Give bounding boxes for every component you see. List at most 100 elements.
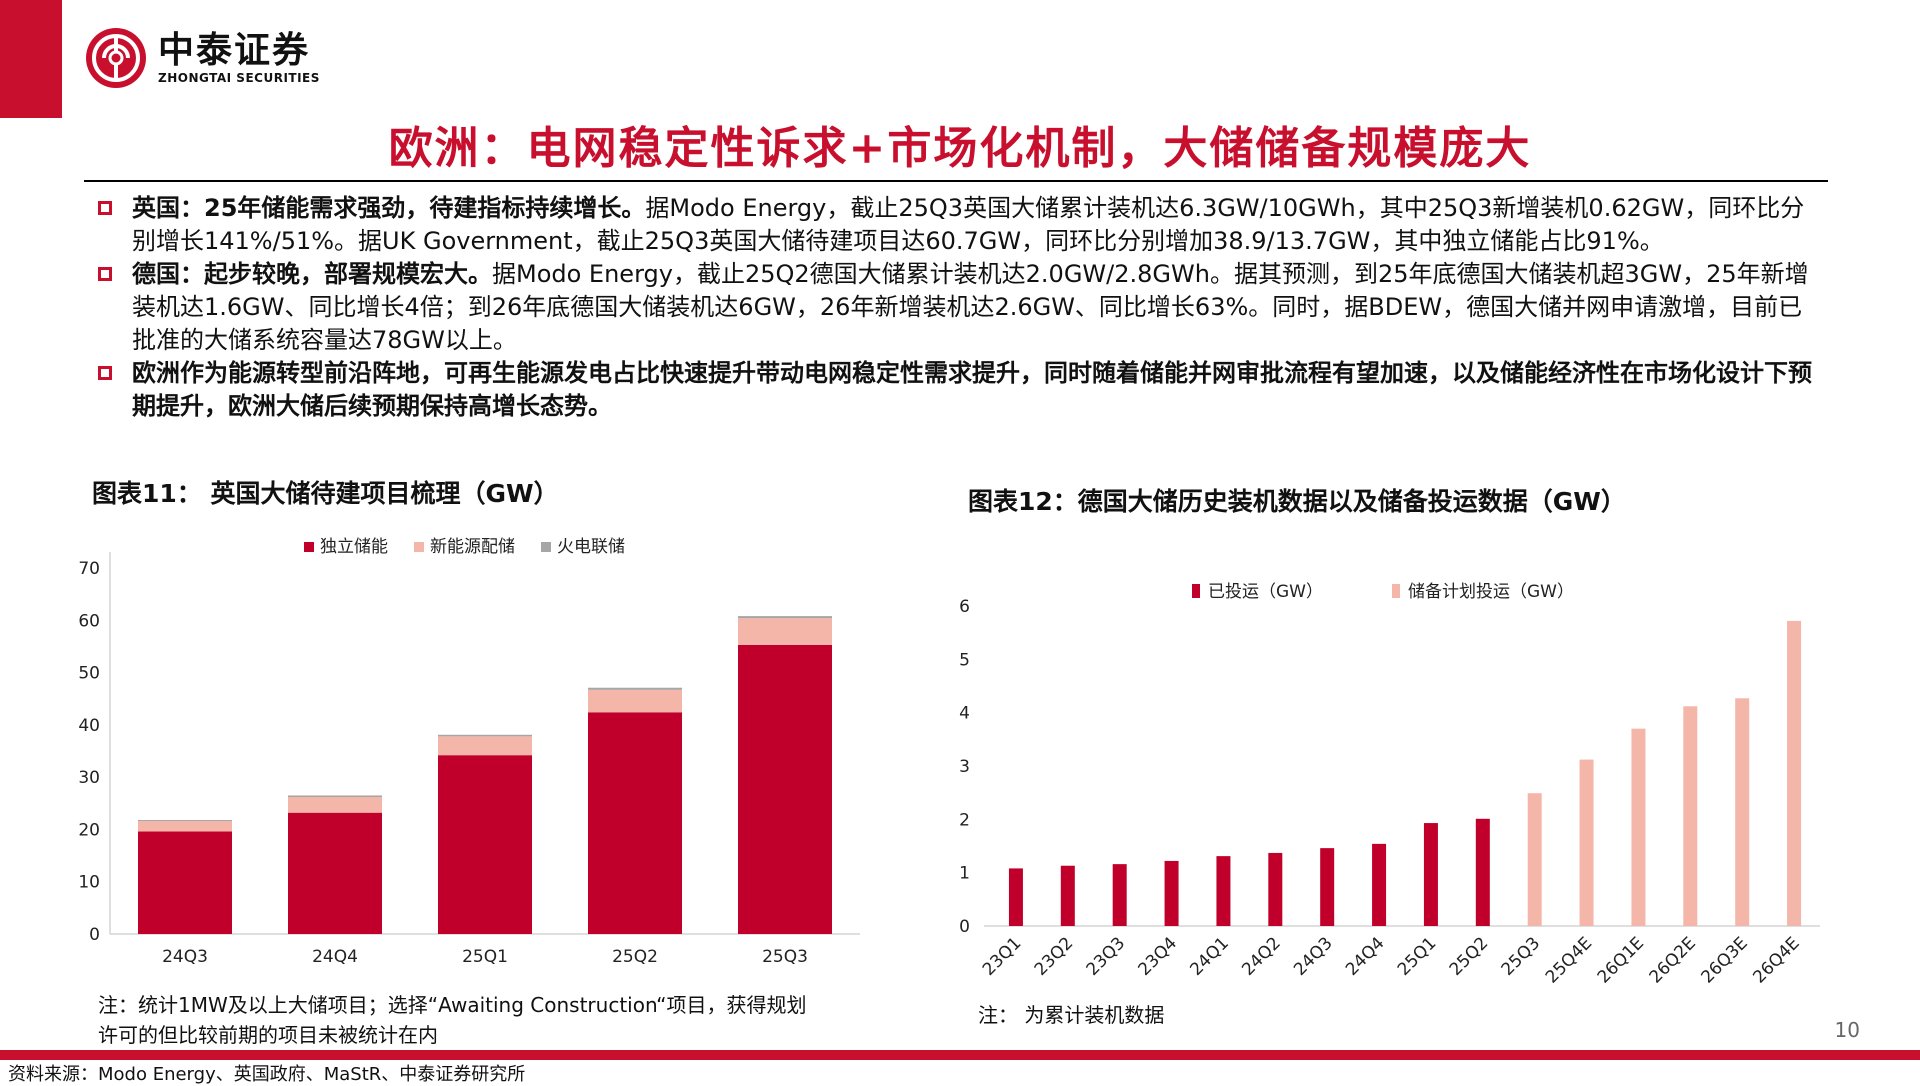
- x-tick-label: 25Q4E: [1542, 933, 1596, 987]
- bar: [1475, 818, 1490, 926]
- x-tick-label: 24Q3: [1290, 933, 1337, 980]
- x-tick-label: 23Q3: [1083, 933, 1130, 980]
- legend-label: 储备计划投运（GW）: [1408, 582, 1574, 602]
- bullet-item-uk: 英国：25年储能需求强劲，待建指标持续增长。据Modo Energy，截止25Q…: [98, 192, 1814, 258]
- bar: [1579, 759, 1594, 926]
- square-bullet-icon: [98, 201, 112, 215]
- x-tick-label: 23Q4: [1135, 933, 1182, 980]
- y-tick-label: 1: [959, 864, 970, 884]
- bar: [1787, 620, 1802, 926]
- bullet-body: 据Modo Energy，截止25Q3英国大储累计装机达6.3GW/10GWh，…: [132, 194, 1805, 255]
- bar-segment: [438, 755, 532, 934]
- bar: [1735, 698, 1750, 926]
- legend-label: 已投运（GW）: [1208, 582, 1323, 602]
- bar-segment: [138, 820, 232, 822]
- y-tick-label: 6: [959, 597, 970, 617]
- figure-11-note: 注：统计1MW及以上大储项目；选择“Awaiting Construction“…: [98, 993, 807, 1047]
- bar-segment: [438, 734, 532, 737]
- x-tick-label: 24Q4: [1342, 933, 1389, 980]
- bar: [1060, 865, 1075, 926]
- bar-segment: [438, 736, 532, 756]
- figure-11-title: 图表11： 英国大储待建项目梳理（GW）: [92, 479, 559, 508]
- chart-uk-pipeline: 独立储能 新能源配储 火电联储 0 10 20 30 40 50 60 70 24Q3 24Q4 25Q1…: [78, 537, 860, 967]
- y-tick-label: 0: [89, 925, 100, 945]
- brand-logo: 中泰证券 ZHONGTAI SECURITIES: [84, 26, 320, 90]
- bar-segment: [588, 687, 682, 690]
- bar-segment: [738, 644, 832, 934]
- x-tick-label: 23Q1: [979, 933, 1026, 980]
- x-tick-label: 26Q4E: [1749, 933, 1803, 987]
- legend-label: 新能源配储: [430, 537, 515, 557]
- x-tick-label: 24Q1: [1186, 933, 1233, 980]
- page-number: 10: [1834, 1018, 1860, 1042]
- square-bullet-icon: [98, 267, 112, 281]
- y-tick-label: 3: [959, 757, 970, 777]
- bar-segment: [138, 821, 232, 832]
- y-tick-label: 30: [78, 768, 100, 788]
- legend-label: 独立储能: [320, 537, 388, 557]
- legend-swatch: [1192, 584, 1200, 598]
- bar-segment: [288, 797, 382, 813]
- y-tick-label: 60: [78, 611, 100, 631]
- bar-segment: [738, 616, 832, 619]
- bar-segment: [738, 618, 832, 645]
- y-tick-label: 50: [78, 664, 100, 684]
- x-tick-label: 25Q2: [612, 947, 658, 967]
- bar: [1112, 864, 1127, 926]
- figure-12-title: 图表12：德国大储历史装机数据以及储备投运数据（GW）: [968, 487, 1626, 516]
- bar: [1372, 843, 1387, 926]
- chart-germany-capacity: 已投运（GW） 储备计划投运（GW） 0 1 2 3 4 5 6 23Q1 23Q2 23Q3 23Q4…: [959, 582, 1820, 988]
- bullet-lead: 欧洲作为能源转型前沿阵地，可再生能源发电占比快速提升带动电网稳定性需求提升，同时…: [132, 359, 1812, 420]
- bullet-body: 据Modo Energy，截止25Q2德国大储累计装机达2.0GW/2.8GWh…: [132, 260, 1809, 354]
- y-tick-label: 2: [959, 810, 970, 830]
- bullet-item-europe: 欧洲作为能源转型前沿阵地，可再生能源发电占比快速提升带动电网稳定性需求提升，同时…: [98, 357, 1814, 423]
- bar-segment: [138, 831, 232, 934]
- bar: [1423, 823, 1438, 926]
- x-tick-label: 25Q1: [1394, 933, 1441, 980]
- brand-emblem-icon: [86, 28, 146, 88]
- bullet-list: 英国：25年储能需求强劲，待建指标持续增长。据Modo Energy，截止25Q…: [98, 192, 1814, 423]
- x-tick-label: 25Q2: [1446, 933, 1493, 980]
- x-tick-label: 23Q2: [1031, 933, 1078, 980]
- y-tick-label: 10: [78, 873, 100, 893]
- y-tick-label: 5: [959, 650, 970, 670]
- x-tick-label: 26Q3E: [1698, 933, 1752, 987]
- corner-accent-bar: [0, 0, 62, 118]
- bar: [1683, 706, 1698, 926]
- bar-segment: [588, 712, 682, 934]
- bar-segment: [288, 795, 382, 798]
- x-tick-label: 24Q2: [1238, 933, 1285, 980]
- y-tick-label: 0: [959, 917, 970, 937]
- bar: [1216, 856, 1231, 926]
- x-tick-label: 25Q1: [462, 947, 508, 967]
- x-tick-label: 24Q3: [162, 947, 208, 967]
- legend-label: 火电联储: [557, 537, 625, 557]
- legend-swatch: [541, 542, 551, 552]
- bullet-lead: 德国：起步较晚，部署规模宏大。: [132, 260, 492, 288]
- figure-12-note: 注： 为累计装机数据: [978, 1003, 1165, 1027]
- bar: [1631, 728, 1646, 926]
- legend-swatch: [1392, 584, 1400, 598]
- brand-name-cn: 中泰证券: [158, 30, 311, 71]
- x-tick-label: 26Q1E: [1594, 933, 1648, 987]
- bar: [1320, 848, 1335, 926]
- source-note: 资料来源：Modo Energy、英国政府、MaStR、中泰证券研究所: [8, 1064, 526, 1085]
- title-divider: [84, 180, 1828, 182]
- x-tick-label: 25Q3: [762, 947, 808, 967]
- legend-swatch: [304, 542, 314, 552]
- x-tick-label: 25Q3: [1498, 933, 1545, 980]
- square-bullet-icon: [98, 366, 112, 380]
- bar: [1008, 868, 1023, 926]
- bar-segment: [588, 689, 682, 713]
- x-tick-label: 24Q4: [312, 947, 358, 967]
- bar: [1164, 860, 1179, 926]
- x-tick-label: 26Q2E: [1646, 933, 1700, 987]
- page-title: 欧洲：电网稳定性诉求+市场化机制，大储储备规模庞大: [388, 123, 1532, 174]
- bar-segment: [288, 812, 382, 934]
- bullet-item-germany: 德国：起步较晚，部署规模宏大。据Modo Energy，截止25Q2德国大储累计…: [98, 258, 1814, 357]
- bullet-lead: 英国：25年储能需求强劲，待建指标持续增长。: [132, 194, 646, 222]
- y-tick-label: 40: [78, 716, 100, 736]
- y-tick-label: 20: [78, 820, 100, 840]
- bar: [1527, 793, 1542, 926]
- y-tick-label: 4: [959, 704, 970, 724]
